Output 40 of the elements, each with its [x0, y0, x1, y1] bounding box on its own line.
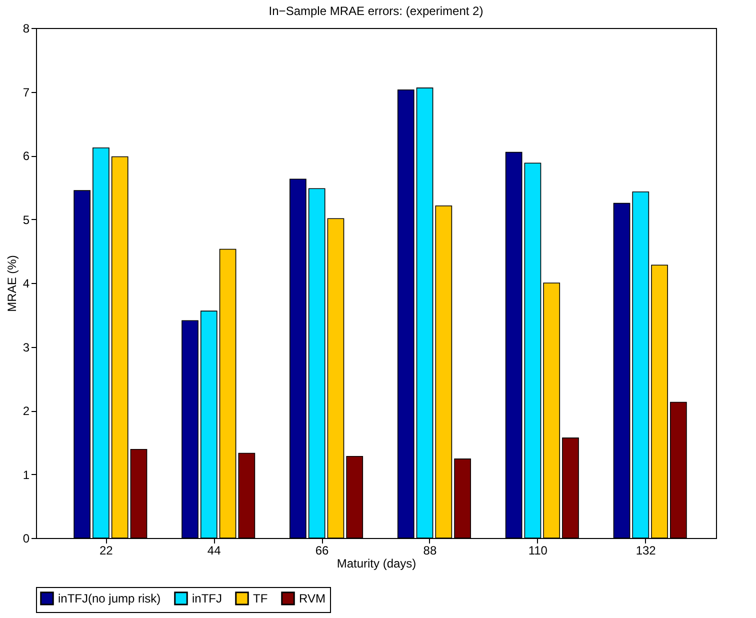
x-tick-label: 22 [99, 544, 114, 558]
bar [346, 456, 364, 538]
bar [613, 202, 630, 538]
x-axis-title: Maturity (days) [336, 556, 416, 570]
bar [435, 205, 452, 538]
y-tick-label: 6 [22, 149, 30, 163]
x-tick-label: 110 [528, 544, 548, 558]
bar [505, 152, 522, 538]
y-tick-label: 5 [22, 212, 30, 227]
bar [397, 89, 414, 538]
y-tick-label: 7 [22, 85, 30, 100]
y-tick-label: 8 [22, 22, 30, 36]
x-tick-label: 44 [207, 544, 222, 558]
bar [327, 218, 344, 538]
legend-label: inTFJ [192, 591, 222, 606]
legend-label: TF [253, 591, 268, 606]
bar [454, 458, 471, 538]
bar [651, 264, 668, 538]
y-tick-label: 4 [22, 276, 30, 290]
bar [219, 248, 236, 538]
legend-label: inTFJ(no jump risk) [58, 591, 161, 606]
y-tick-label: 3 [22, 340, 30, 354]
bar [238, 452, 256, 538]
y-tick-label: 1 [22, 468, 30, 482]
bar [182, 320, 198, 538]
bar [290, 178, 306, 538]
legend-label: RVM [299, 591, 326, 606]
y-tick-label: 0 [22, 532, 30, 546]
bar [670, 402, 687, 538]
y-tick-label: 2 [22, 404, 30, 418]
bar [111, 156, 128, 538]
bar [74, 190, 91, 538]
x-tick-label: 132 [636, 544, 656, 558]
x-tick-label: 66 [315, 544, 330, 558]
bar [543, 282, 560, 538]
x-tick-label: 88 [423, 544, 437, 558]
chart-title: In−Sample MRAE errors: (experiment 2) [268, 4, 484, 18]
y-axis-title: MRAE (%) [4, 255, 19, 312]
bar [562, 438, 579, 538]
bar [130, 448, 148, 538]
